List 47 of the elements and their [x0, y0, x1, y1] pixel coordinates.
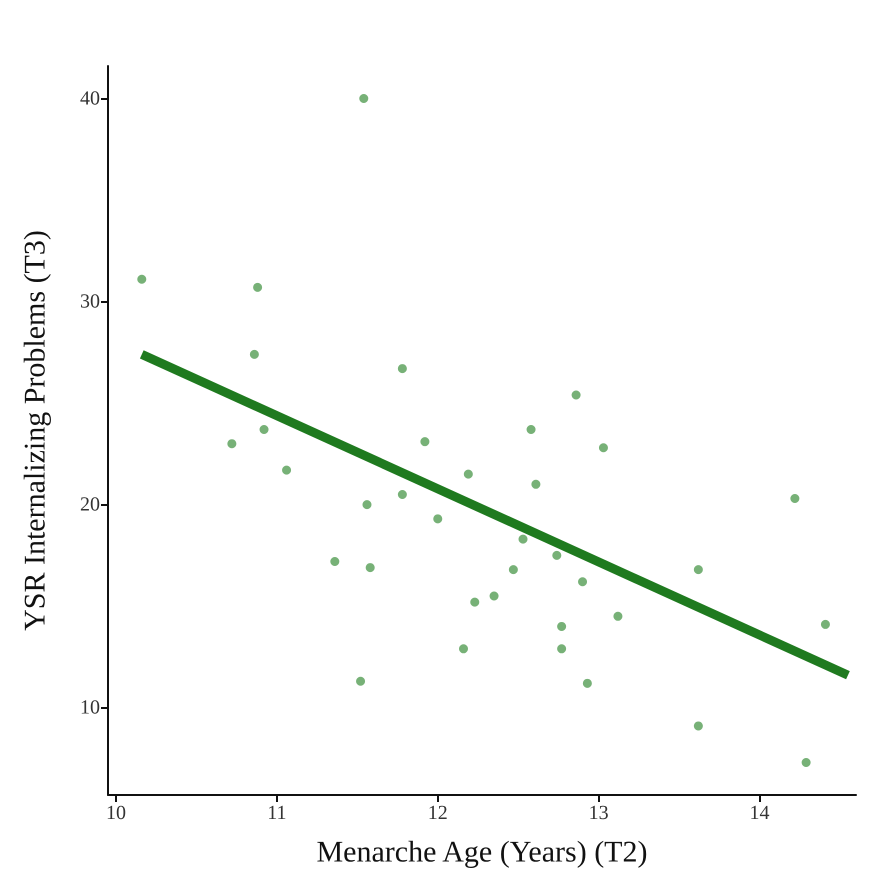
point: [557, 644, 566, 654]
point: [694, 721, 703, 730]
point: [531, 480, 540, 489]
point: [578, 577, 588, 586]
x-axis-title: Menarche Age (Years) (T2): [316, 836, 648, 868]
point: [359, 94, 368, 103]
y-tick-label: 30: [80, 290, 100, 313]
point: [282, 466, 292, 475]
point: [362, 500, 372, 510]
x-tick-label: 13: [588, 802, 609, 824]
point: [598, 443, 608, 452]
point: [582, 678, 592, 688]
point: [518, 534, 528, 544]
point: [790, 494, 800, 504]
x-tick-label: 11: [267, 802, 287, 824]
point: [227, 439, 236, 448]
point: [470, 598, 480, 607]
point: [398, 490, 407, 499]
point: [398, 364, 407, 374]
point: [820, 620, 830, 629]
point: [526, 424, 536, 434]
point: [137, 274, 146, 284]
x-tick-label: 12: [428, 802, 448, 824]
point: [613, 612, 622, 621]
x-tick-label: 10: [106, 802, 126, 824]
y-tick-label: 10: [80, 696, 100, 719]
point: [433, 514, 442, 524]
point: [694, 565, 703, 574]
point: [420, 437, 430, 446]
point: [490, 592, 499, 600]
point: [508, 565, 518, 574]
point: [557, 622, 566, 631]
point: [464, 470, 473, 479]
point: [260, 424, 269, 434]
point: [552, 550, 562, 560]
point: [802, 758, 811, 768]
point: [366, 563, 375, 572]
point: [253, 282, 262, 292]
y-axis-title: YSR Internalizing Problems (T3): [18, 230, 52, 631]
point: [459, 644, 468, 654]
point: [330, 556, 340, 566]
y-tick-label: 20: [80, 494, 100, 516]
point: [250, 350, 259, 359]
point: [356, 676, 366, 686]
x-tick-label: 14: [749, 802, 770, 824]
point: [572, 390, 581, 400]
y-tick-label: 40: [80, 87, 100, 110]
